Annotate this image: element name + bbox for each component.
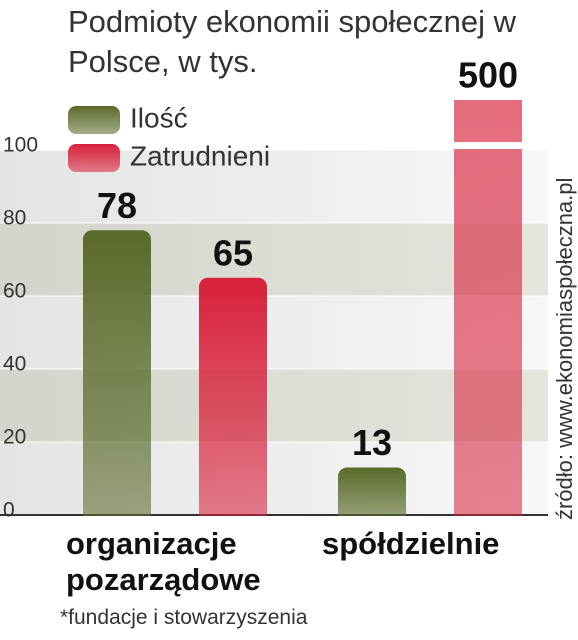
y-tick-label: 60 xyxy=(3,280,26,303)
footnote: *fundacje i stowarzyszenia xyxy=(60,606,308,629)
bar xyxy=(83,230,151,524)
value-label: 65 xyxy=(213,232,253,273)
axis-break xyxy=(450,142,526,149)
legend-swatch xyxy=(68,106,120,134)
legend-swatch xyxy=(68,144,120,172)
value-label: 13 xyxy=(352,422,392,463)
y-tick-label: 80 xyxy=(3,207,26,230)
bar xyxy=(338,467,406,523)
y-tick-label: 0 xyxy=(3,499,15,522)
x-tick-label: spółdzielnie xyxy=(322,526,500,561)
x-tick-label: organizacje pozarządowe xyxy=(66,526,261,597)
source: źródło: www.ekonomiaspołeczna.pl xyxy=(552,178,577,520)
bar-foot-cover xyxy=(337,516,407,526)
bar-foot-cover xyxy=(453,516,523,526)
value-label: 78 xyxy=(97,185,137,226)
y-tick-label: 20 xyxy=(3,426,26,449)
legend-label: Ilość xyxy=(130,102,188,133)
bar-foot-cover xyxy=(82,516,152,526)
bar xyxy=(199,277,267,523)
y-tick-label: 40 xyxy=(3,353,26,376)
legend-label: Zatrudnieni xyxy=(130,140,270,171)
bar-foot-cover xyxy=(198,516,268,526)
y-tick-label: 100 xyxy=(3,134,38,157)
value-label: 500 xyxy=(458,55,518,96)
bar xyxy=(454,100,522,523)
chart-title: Podmioty ekonomii społecznej w Polsce, w… xyxy=(68,4,516,79)
